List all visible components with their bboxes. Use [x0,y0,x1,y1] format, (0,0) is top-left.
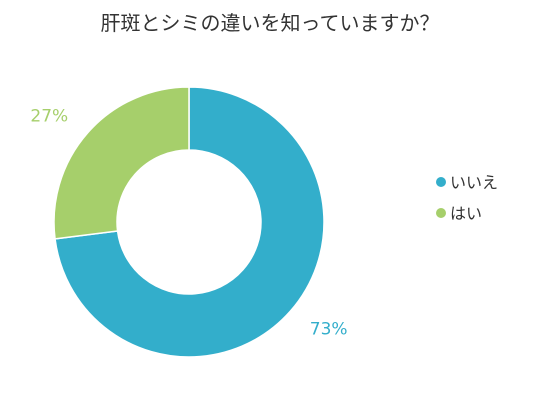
legend-label-0: いいえ [450,173,498,192]
donut-slices [53,86,325,358]
data-label-1: 27% [30,107,68,127]
slice-0 [54,86,325,358]
legend-marker-0 [436,177,446,187]
data-labels: 73% 27% [30,107,347,340]
legend-label-1: はい [450,204,482,223]
legend-marker-1 [436,208,446,218]
chart-title: 肝斑とシミの違いを知っていますか？ [101,11,440,35]
slice-1 [53,86,190,240]
data-label-0: 73% [310,319,348,339]
